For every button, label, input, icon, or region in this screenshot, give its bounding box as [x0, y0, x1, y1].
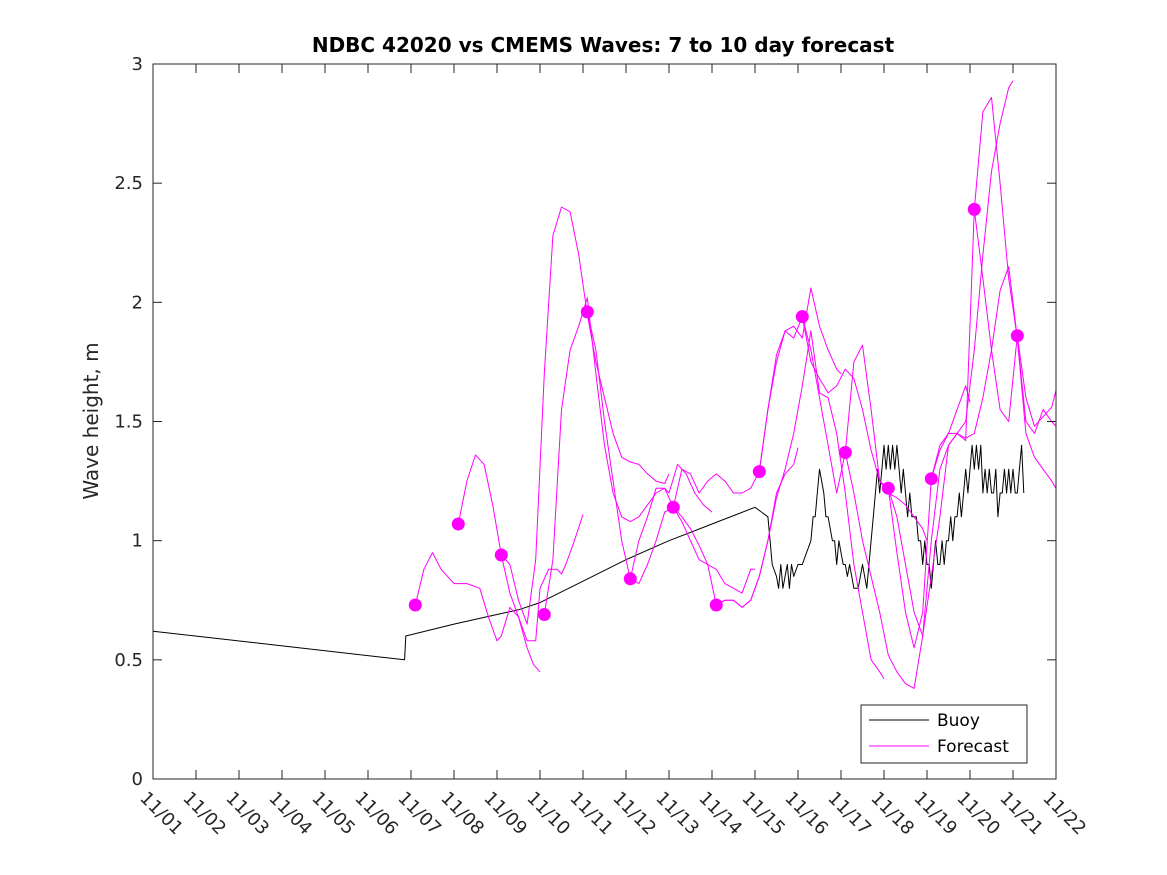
forecast-marker-4	[537, 608, 551, 621]
y-axis-ticks: 0 0.5 1 1.5 2 2.5 3	[114, 54, 1056, 790]
forecast-marker-3	[494, 548, 508, 562]
y-tick-label-3: 1	[132, 531, 143, 552]
legend-box	[860, 704, 1028, 764]
legend-label-buoy: Buoy	[937, 711, 980, 731]
forecast-marker-10	[795, 310, 809, 324]
y-tick-label-5: 2	[132, 292, 143, 313]
forecast-marker-6	[623, 572, 637, 586]
forecast-marker-11	[838, 446, 852, 459]
legend-label-forecast: Forecast	[937, 737, 1009, 757]
chart-title: NDBC 42020 vs CMEMS Waves: 7 to 10 day f…	[312, 33, 895, 57]
y-tick-label-7: 3	[132, 54, 143, 75]
forecast-line-1	[414, 552, 541, 673]
forecast-line-9	[758, 316, 928, 541]
forecast-marker-13	[924, 472, 938, 486]
forecast-line-2	[457, 454, 584, 642]
forecast-line-4	[543, 297, 713, 615]
y-tick-label-2: 0.5	[114, 650, 143, 671]
legend: Buoy Forecast	[860, 704, 1028, 764]
forecast-marker-1	[408, 598, 422, 612]
forecast-line-11	[844, 80, 1014, 689]
forecast-marker-12	[881, 481, 895, 495]
forecast-marker-2	[451, 517, 465, 531]
forecast-marker-14	[967, 202, 981, 216]
forecast-marker-8	[709, 598, 723, 612]
forecast-line-8	[716, 330, 885, 680]
y-axis-label: Wave height, m	[79, 342, 103, 499]
forecast-marker-15	[1010, 329, 1024, 343]
forecast-marker-7	[666, 500, 680, 514]
forecast-marker-5	[580, 305, 594, 319]
forecast-marker-9	[752, 465, 766, 479]
y-tick-label-1: 0	[132, 769, 143, 790]
y-tick-label-6: 2.5	[114, 173, 143, 194]
y-tick-label-4: 1.5	[114, 412, 143, 433]
marker-group	[408, 202, 1024, 621]
buoy-line	[153, 444, 1025, 661]
